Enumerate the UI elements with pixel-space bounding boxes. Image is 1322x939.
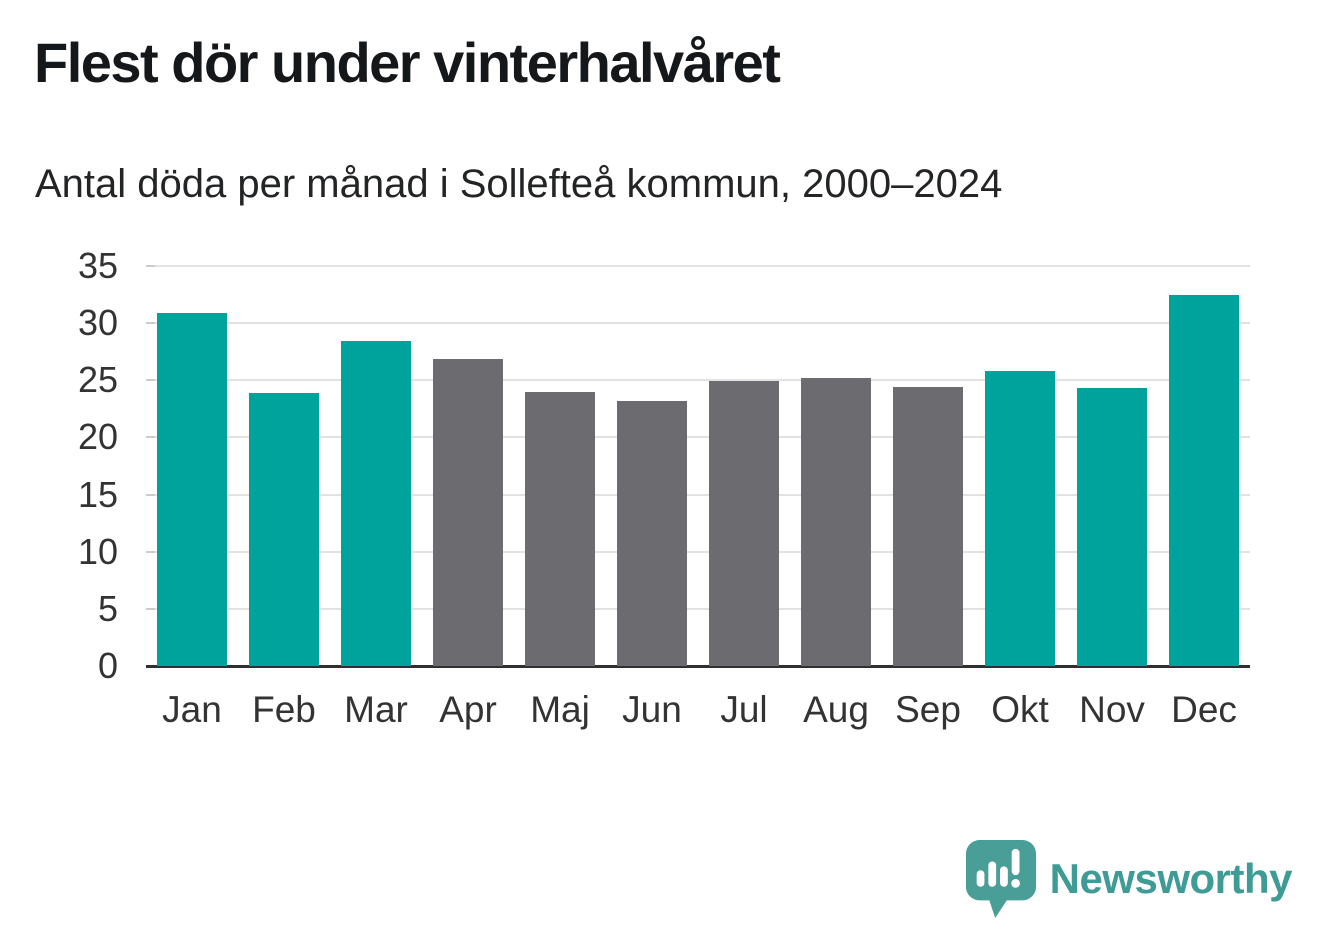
x-axis-label-jun: Jun	[622, 689, 682, 730]
bar-mar	[341, 341, 411, 666]
bar-dec	[1169, 294, 1239, 666]
y-tick-10	[146, 550, 155, 553]
y-axis-label-20: 20	[77, 416, 118, 458]
bar-nov	[1077, 388, 1147, 666]
x-axis-label-nov: Nov	[1079, 689, 1145, 730]
page-title: Flest dör under vinterhalvåret	[34, 31, 781, 94]
y-axis-label-35: 35	[77, 245, 118, 286]
bar-maj	[525, 391, 595, 666]
x-axis-label-sep: Sep	[895, 689, 961, 730]
x-axis-label-mar: Mar	[344, 689, 408, 730]
gridline-y-20	[146, 436, 1250, 439]
y-axis-label-0: 0	[97, 645, 118, 686]
page-subtitle: Antal döda per månad i Sollefteå kommun,…	[35, 162, 1003, 206]
y-tick-5	[146, 607, 155, 610]
x-axis-label-feb: Feb	[252, 689, 316, 730]
bar-jul	[709, 381, 779, 666]
x-axis-line	[146, 665, 1250, 668]
y-axis-label-5: 5	[97, 587, 118, 629]
y-axis-label-15: 15	[77, 473, 118, 515]
y-tick-20	[146, 436, 155, 439]
bar-feb	[249, 392, 319, 666]
x-axis-label-jan: Jan	[162, 689, 222, 730]
y-tick-25	[146, 379, 155, 382]
bar-chart-plot-area: 0 5 10 15 20 25 30 35 Jan Feb Mar Apr Maj Jun Jul Aug Se…	[78, 248, 1250, 730]
bar-sep	[893, 387, 963, 666]
bar-apr	[433, 358, 503, 666]
gridline-y-35	[146, 265, 1250, 267]
brand-wordmark: Newsworthy	[1049, 855, 1293, 902]
y-tick-15	[146, 493, 155, 496]
y-tick-35	[146, 265, 155, 267]
x-axis-label-jul: Jul	[720, 689, 768, 730]
bar-aug	[801, 378, 871, 666]
newsworthy-logo-icon	[965, 840, 1036, 918]
x-axis-label-maj: Maj	[530, 689, 590, 730]
x-axis-label-okt: Okt	[991, 689, 1049, 730]
brand-footer: Newsworthy	[964, 839, 1293, 919]
gridline-y-10	[146, 550, 1250, 553]
gridline-y-25	[146, 379, 1250, 382]
x-axis-label-dec: Dec	[1171, 689, 1237, 730]
y-axis-label-10: 10	[77, 530, 118, 572]
y-axis-label-25: 25	[77, 359, 118, 401]
x-axis-label-aug: Aug	[803, 689, 869, 730]
x-axis-label-apr: Apr	[439, 689, 497, 730]
bar-jan	[157, 312, 227, 666]
gridline-y-5	[146, 607, 1250, 610]
gridline-y-30	[146, 322, 1250, 325]
bar-jun	[617, 400, 687, 666]
y-axis-label-30: 30	[77, 302, 118, 344]
y-tick-30	[146, 322, 155, 325]
bar-okt	[985, 371, 1055, 666]
gridline-y-15	[146, 493, 1250, 496]
